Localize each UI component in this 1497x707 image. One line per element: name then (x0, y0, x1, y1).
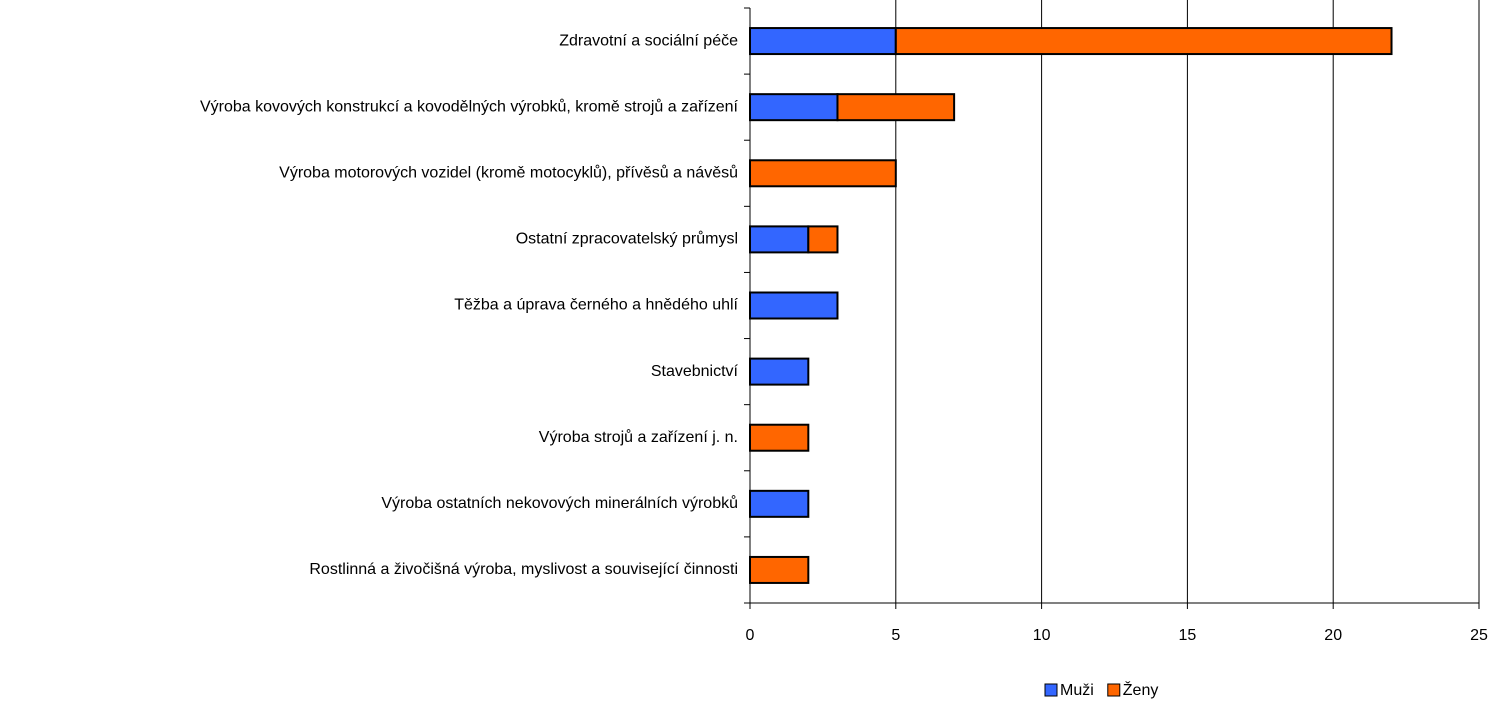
y-tick-label: Výroba ostatních nekovových minerálních … (381, 494, 738, 512)
bar-segment (749, 225, 810, 254)
bar-segment (836, 93, 956, 122)
bar-segment (894, 27, 1393, 56)
x-tick-label: 5 (891, 627, 900, 644)
bar-segment (749, 555, 810, 584)
y-tick-label: Stavebnictví (651, 363, 739, 380)
bar-segment (749, 291, 839, 320)
y-tick-label: Zdravotní a sociální péče (559, 32, 738, 49)
y-tick-label: Ostatní zpracovatelský průmysl (516, 230, 738, 248)
y-tick-label: Těžba a úprava černého a hnědého uhlí (454, 297, 738, 314)
bar-segment (749, 423, 810, 452)
bar-segment (749, 159, 897, 188)
y-tick-label: Výroba kovových konstrukcí a kovodělných… (200, 97, 739, 115)
x-tick-label: 0 (746, 627, 755, 644)
bar-segment (749, 27, 897, 56)
legend-swatch (1107, 683, 1121, 697)
x-tick-label: 10 (1033, 627, 1051, 644)
y-tick-label: Výroba motorových vozidel (kromě motocyk… (279, 163, 738, 181)
legend-swatch (1044, 683, 1058, 697)
bar-segment (749, 357, 810, 386)
legend-label: Muži (1060, 682, 1094, 699)
bar-segment (749, 489, 810, 518)
x-tick-label: 15 (1179, 627, 1197, 644)
bar-segment (807, 225, 839, 254)
x-tick-label: 25 (1470, 627, 1488, 644)
legend-label: Ženy (1123, 680, 1159, 699)
bar-segment (749, 93, 839, 122)
x-tick-label: 20 (1324, 627, 1342, 644)
y-tick-label: Rostlinná a živočišná výroba, myslivost … (309, 561, 738, 578)
y-tick-label: Výroba strojů a zařízení j. n. (539, 428, 738, 446)
